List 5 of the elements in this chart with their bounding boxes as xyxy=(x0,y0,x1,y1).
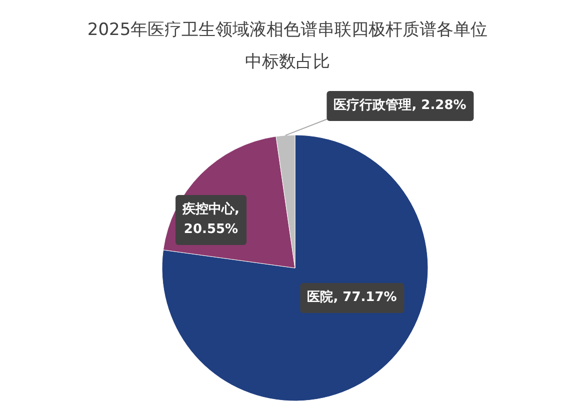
slice-label: 医院, 77.17% xyxy=(300,283,404,313)
slice-label: 医疗行政管理, 2.28% xyxy=(326,91,474,121)
chart-title: 2025年医疗卫生领域液相色谱串联四极杆质谱各单位中标数占比 xyxy=(87,20,488,72)
pie-slice xyxy=(162,134,428,402)
slice-label: 疾控中心, 20.55% xyxy=(176,195,246,245)
